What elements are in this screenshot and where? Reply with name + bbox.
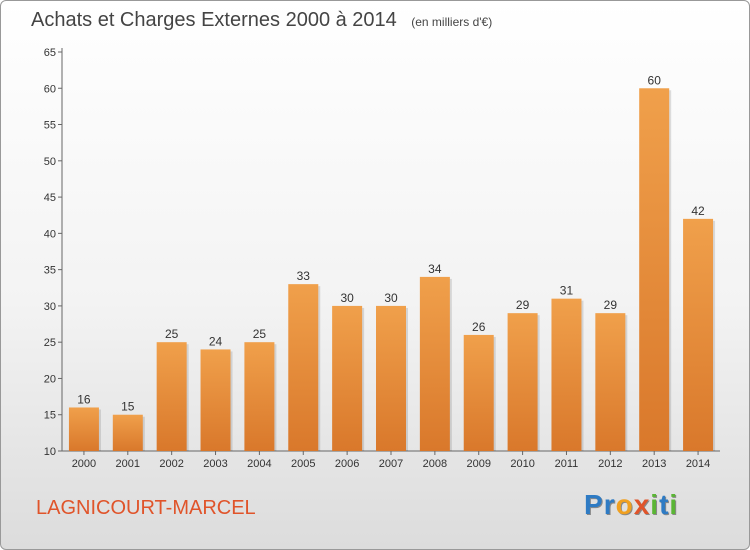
bar-2000 xyxy=(68,407,99,451)
data-label: 29 xyxy=(604,298,618,312)
x-tick-label: 2010 xyxy=(510,458,534,470)
commune-name: LAGNICOURT-MARCEL xyxy=(36,497,256,519)
data-label: 26 xyxy=(472,320,486,334)
data-label: 15 xyxy=(121,400,135,414)
y-tick-label: 15 xyxy=(44,410,56,422)
data-label: 16 xyxy=(77,392,91,406)
logo-letter: x xyxy=(633,489,651,520)
y-tick-label: 50 xyxy=(44,156,56,168)
x-tick-label: 2012 xyxy=(598,458,622,470)
y-tick-label: 25 xyxy=(44,337,56,349)
bar-2008 xyxy=(419,276,450,451)
bar-2005 xyxy=(288,284,319,451)
data-label: 25 xyxy=(253,327,267,341)
chart-title: Achats et Charges Externes 2000 à 2014 xyxy=(31,9,397,31)
x-tick-label: 2001 xyxy=(116,458,140,470)
bar-2014 xyxy=(683,218,714,451)
proxiti-logo: Proxiti xyxy=(584,489,678,521)
bar-2013 xyxy=(639,88,670,451)
data-label: 24 xyxy=(209,334,223,348)
x-tick-label: 2005 xyxy=(291,458,315,470)
x-tick-label: 2008 xyxy=(423,458,447,470)
bar-2010 xyxy=(507,313,538,451)
data-label: 42 xyxy=(691,204,705,218)
logo-letter: t xyxy=(659,489,670,520)
x-tick-label: 2003 xyxy=(203,458,227,470)
bar-2003 xyxy=(200,349,231,451)
logo-letter: i xyxy=(650,489,660,520)
y-tick-label: 65 xyxy=(44,47,56,59)
bar-2009 xyxy=(463,334,494,451)
bar-2002 xyxy=(156,342,187,451)
y-tick-label: 55 xyxy=(44,120,56,132)
data-label: 31 xyxy=(560,284,574,298)
logo-letter: P xyxy=(584,489,604,520)
x-tick-label: 2004 xyxy=(247,458,271,470)
data-label: 60 xyxy=(648,73,662,87)
bar-2004 xyxy=(244,342,275,451)
x-tick-label: 2006 xyxy=(335,458,359,470)
y-tick-label: 45 xyxy=(44,192,56,204)
data-label: 29 xyxy=(516,298,530,312)
data-label: 25 xyxy=(165,327,179,341)
y-tick-label: 40 xyxy=(44,228,56,240)
x-tick-label: 2000 xyxy=(72,458,96,470)
data-label: 33 xyxy=(297,269,311,283)
bar-2011 xyxy=(551,298,582,451)
x-tick-label: 2009 xyxy=(466,458,490,470)
x-tick-label: 2014 xyxy=(686,458,710,470)
y-tick-label: 20 xyxy=(44,373,56,385)
x-tick-label: 2011 xyxy=(555,458,579,470)
logo-letter: i xyxy=(669,489,679,520)
bar-2012 xyxy=(595,313,626,451)
data-label: 30 xyxy=(340,291,354,305)
unit-label: (en milliers d'€) xyxy=(411,15,493,29)
x-tick-label: 2007 xyxy=(379,458,403,470)
y-tick-label: 30 xyxy=(44,301,56,313)
bar-2001 xyxy=(112,414,143,451)
y-tick-label: 35 xyxy=(44,265,56,277)
bar-2007 xyxy=(376,305,406,451)
data-label: 34 xyxy=(428,262,442,276)
title-row: Achats et Charges Externes 2000 à 2014 (… xyxy=(31,9,492,32)
logo-letter: r xyxy=(603,489,616,520)
x-tick-label: 2013 xyxy=(642,458,666,470)
logo-letter: o xyxy=(615,489,634,520)
x-tick-label: 2002 xyxy=(159,458,183,470)
y-tick-label: 60 xyxy=(44,83,56,95)
y-tick-label: 10 xyxy=(44,446,56,458)
data-label: 30 xyxy=(384,291,398,305)
bar-2006 xyxy=(332,305,363,451)
